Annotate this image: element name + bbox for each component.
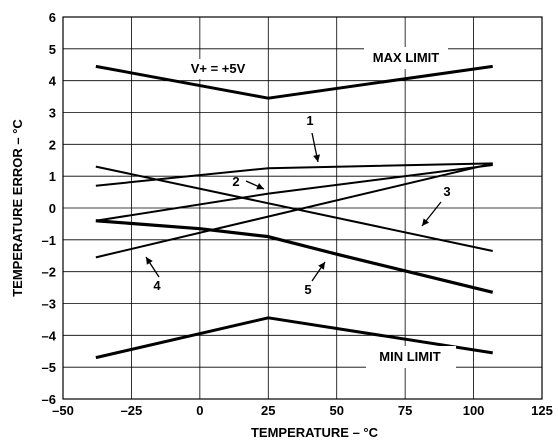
annotation-4: 4 <box>153 278 161 293</box>
y-tick-label: 3 <box>49 106 56 121</box>
axis-layer: –50 –25 0 25 50 75 100 125–6–5–4–3–2–10123456TE… <box>10 10 553 440</box>
y-tick-label: –1 <box>42 233 56 248</box>
y-tick-label: 5 <box>49 42 56 57</box>
series-line-3 <box>95 165 493 252</box>
y-tick-label: 1 <box>49 169 56 184</box>
label-bg <box>174 59 262 79</box>
y-tick-label: 4 <box>49 74 57 89</box>
arrow-5-head <box>318 262 325 270</box>
y-tick-label: –6 <box>42 392 56 407</box>
annotation-1: 1 <box>306 113 313 128</box>
annotation-3: 3 <box>443 184 450 199</box>
annotation-2: 2 <box>232 174 239 189</box>
x-tick-label: 25 <box>261 403 275 418</box>
annotation-layer: V+ = +5V MAX LIMIT MIN LIMIT 1 2 3 4 5 <box>145 47 456 368</box>
series-line-5 <box>95 219 494 294</box>
series-line-max-limit <box>95 64 493 100</box>
x-tick-label: 100 <box>463 403 485 418</box>
series-layer <box>95 64 494 360</box>
x-tick-label: 125 <box>531 403 553 418</box>
arrow-3-head <box>422 218 430 226</box>
y-tick-label: –2 <box>42 265 56 280</box>
y-tick-label: 2 <box>49 137 56 152</box>
x-tick-label: 0 <box>196 403 203 418</box>
series-line-2 <box>95 164 493 222</box>
annotation-5: 5 <box>304 282 311 297</box>
y-tick-label: 6 <box>49 10 56 25</box>
arrow-1-head <box>313 154 321 162</box>
label-bg <box>366 346 456 368</box>
x-axis-label: TEMPERATURE – °C <box>251 425 379 440</box>
label-bg <box>364 47 448 69</box>
x-tick-label: 50 <box>329 403 343 418</box>
x-tick-label: –50 <box>52 403 74 418</box>
grid-layer <box>62 16 543 400</box>
y-tick-label: 0 <box>49 201 56 216</box>
arrow-2-head <box>256 182 264 190</box>
annotation-min-limit: MIN LIMIT <box>379 349 440 364</box>
annotation-max-limit: MAX LIMIT <box>373 50 439 65</box>
annotation-v-5v: V+ = +5V <box>191 61 246 76</box>
series-line-min-limit <box>95 316 493 360</box>
y-tick-label: –3 <box>42 297 56 312</box>
x-tick-label: –25 <box>121 403 143 418</box>
y-tick-label: –4 <box>42 328 57 343</box>
arrow-4-head <box>146 257 153 265</box>
series-line-1 <box>95 162 493 187</box>
x-tick-label: 75 <box>398 403 412 418</box>
plot-frame <box>62 16 543 400</box>
y-tick-label: –5 <box>42 360 56 375</box>
y-axis-label: TEMPERATURE ERROR – °C <box>10 119 25 297</box>
series-line-4 <box>95 162 493 259</box>
